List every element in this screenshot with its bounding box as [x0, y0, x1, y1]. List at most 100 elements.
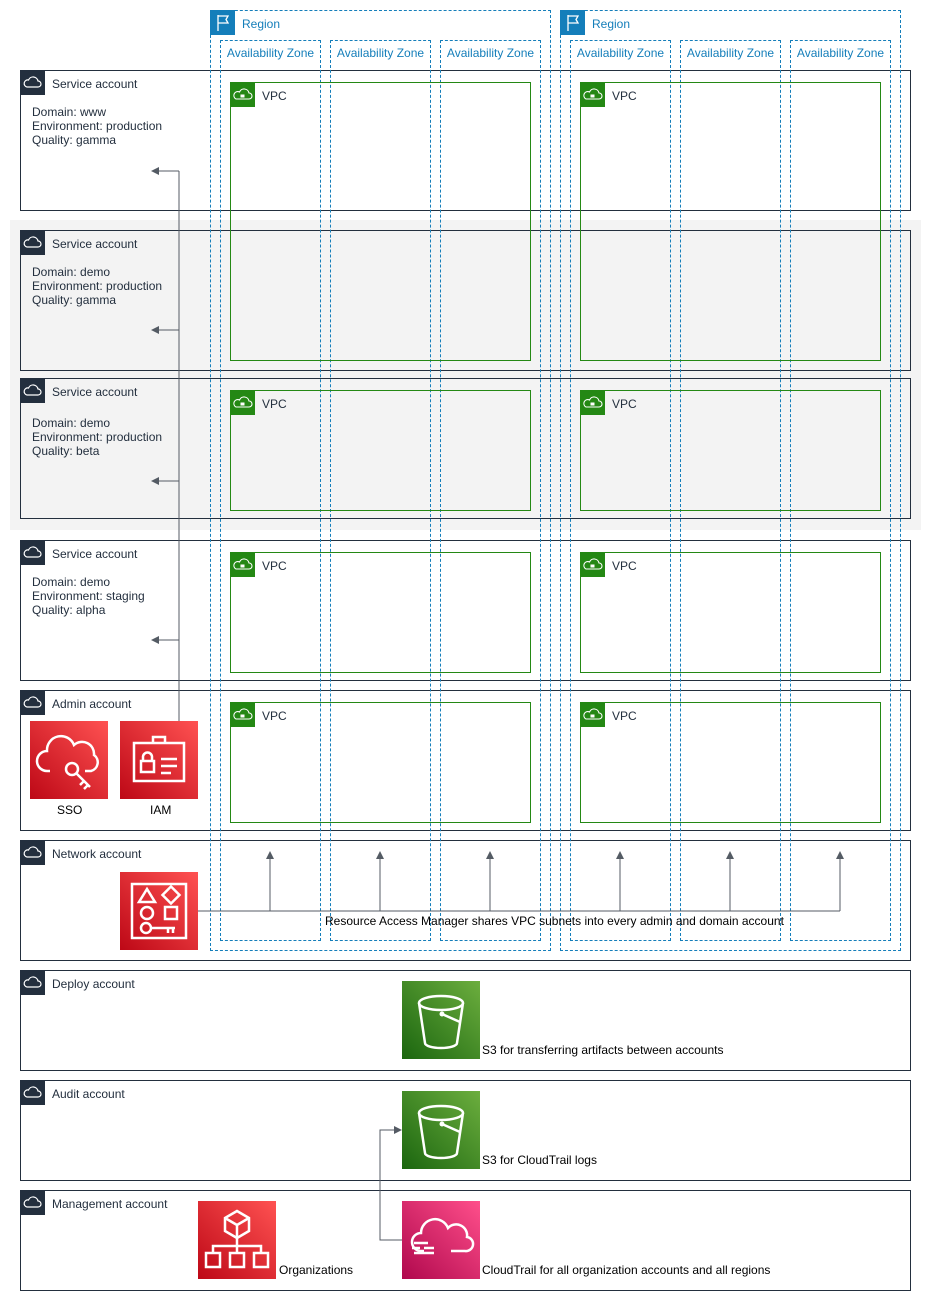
region-1[interactable]: Region — [210, 10, 551, 951]
service-account-demo-prod-gamma[interactable]: Service account Domain: demo Environment… — [20, 230, 911, 371]
az-label: Availability Zone — [446, 46, 535, 60]
vpc-label: VPC — [262, 397, 287, 411]
vpc[interactable]: VPC — [580, 390, 881, 511]
account-label: Audit account — [52, 1087, 125, 1101]
az-label: Availability Zone — [226, 46, 315, 60]
service-account-www[interactable]: Service account Domain: www Environment:… — [20, 70, 911, 211]
vpc-lock-cloud-icon — [580, 552, 605, 577]
cloud-icon — [20, 378, 45, 403]
az-label: Availability Zone — [576, 46, 665, 60]
vpc[interactable]: VPC — [230, 552, 531, 673]
cloud-icon — [20, 690, 45, 715]
service-account-demo-prod-beta[interactable]: Service account Domain: demo Environment… — [20, 378, 911, 519]
account-label: Deploy account — [52, 977, 135, 991]
az-label: Availability Zone — [796, 46, 885, 60]
cloud-icon — [20, 970, 45, 995]
domain-tag: Domain: demo — [32, 265, 111, 279]
account-label: Network account — [52, 847, 142, 861]
account-tags: Domain: demo Environment: staging Qualit… — [32, 575, 145, 617]
domain-tag: Domain: www — [32, 105, 107, 119]
iam-service-icon[interactable] — [120, 721, 198, 799]
account-label: Management account — [52, 1197, 168, 1211]
cloud-icon — [20, 840, 45, 865]
vpc[interactable]: VPC — [580, 552, 881, 673]
availability-zone[interactable]: Availability Zone — [220, 40, 321, 941]
vpc-label: VPC — [262, 89, 287, 103]
vpc-label: VPC — [262, 709, 287, 723]
org-hierarchy-icon — [204, 1209, 270, 1269]
vpc-label: VPC — [612, 559, 637, 573]
shapes-key-icon — [130, 882, 188, 940]
vpc-label: VPC — [262, 559, 287, 573]
quality-tag: Quality: gamma — [32, 293, 117, 307]
organizations-label: Organizations — [279, 1263, 354, 1277]
iam-label: IAM — [150, 803, 172, 817]
cloud-key-icon — [35, 734, 99, 790]
flag-icon — [210, 10, 235, 35]
vpc[interactable]: VPC — [230, 82, 531, 361]
vpc-label: VPC — [612, 709, 637, 723]
availability-zone[interactable]: Availability Zone — [680, 40, 781, 941]
service-account-demo-staging[interactable]: Service account Domain: demo Environment… — [20, 540, 911, 681]
s3-audit-label: S3 for CloudTrail logs — [482, 1153, 597, 1167]
cloud-icon — [20, 230, 45, 255]
vpc-lock-cloud-icon — [230, 552, 255, 577]
account-label: Service account — [52, 547, 138, 561]
management-account[interactable]: Management account — [20, 1190, 911, 1291]
network-account[interactable]: Network account — [20, 840, 911, 961]
vpc-lock-cloud-icon — [230, 702, 255, 727]
cloud-icon — [20, 1190, 45, 1215]
account-label: Service account — [52, 385, 138, 399]
resource-access-manager-icon[interactable] — [120, 872, 198, 950]
admin-account[interactable]: Admin account — [20, 690, 911, 831]
account-label: Service account — [52, 77, 138, 91]
vpc[interactable]: VPC — [580, 82, 881, 361]
az-label: Availability Zone — [686, 46, 775, 60]
s3-bucket-icon — [417, 1104, 465, 1160]
cloudtrail-icon[interactable] — [402, 1201, 480, 1279]
account-tags: Domain: demo Environment: production Qua… — [32, 265, 162, 307]
vpc[interactable]: VPC — [580, 702, 881, 823]
vpc-lock-cloud-icon — [230, 390, 255, 415]
cloudtrail-to-s3-line — [379, 1126, 402, 1241]
s3-bucket-icon — [417, 994, 465, 1050]
vpc-label: VPC — [612, 89, 637, 103]
vpc[interactable]: VPC — [230, 702, 531, 823]
region-label: Region — [242, 17, 281, 31]
availability-zone[interactable]: Availability Zone — [570, 40, 671, 941]
flag-icon — [560, 10, 585, 35]
account-tags: Domain: demo Environment: production Qua… — [32, 416, 162, 458]
account-label: Service account — [52, 237, 138, 251]
vpc-lock-cloud-icon — [580, 82, 605, 107]
s3-deploy-icon[interactable] — [402, 981, 480, 1059]
availability-zone[interactable]: Availability Zone — [330, 40, 431, 941]
cloud-icon — [20, 1080, 45, 1105]
account-tags: Domain: www Environment: production Qual… — [32, 105, 162, 147]
cloudtrail-cloud-icon — [410, 1217, 475, 1255]
domain-tag: Domain: demo — [32, 575, 111, 589]
region-label: Region — [592, 17, 631, 31]
availability-zone[interactable]: Availability Zone — [790, 40, 891, 941]
deploy-account[interactable]: Deploy account — [20, 970, 911, 1071]
sso-service-icon[interactable] — [30, 721, 108, 799]
vpc-label: VPC — [612, 397, 637, 411]
ram-note: Resource Access Manager shares VPC subne… — [325, 914, 784, 928]
az-label: Availability Zone — [336, 46, 425, 60]
sso-label: SSO — [57, 803, 83, 817]
vpc-lock-cloud-icon — [580, 390, 605, 415]
region-2[interactable]: Region — [560, 10, 901, 951]
availability-zone[interactable]: Availability Zone — [440, 40, 541, 941]
account-label: Admin account — [52, 697, 132, 711]
quality-tag: Quality: beta — [32, 444, 100, 458]
s3-audit-icon[interactable] — [402, 1091, 480, 1169]
environment-tag: Environment: staging — [32, 589, 145, 603]
vpc[interactable]: VPC — [230, 390, 531, 511]
environment-tag: Environment: production — [32, 430, 163, 444]
organizations-icon[interactable] — [198, 1201, 276, 1279]
audit-account[interactable]: Audit account — [20, 1080, 911, 1181]
quality-tag: Quality: alpha — [32, 603, 106, 617]
environment-tag: Environment: production — [32, 279, 163, 293]
vpc-lock-cloud-icon — [580, 702, 605, 727]
id-badge-icon — [132, 735, 186, 783]
